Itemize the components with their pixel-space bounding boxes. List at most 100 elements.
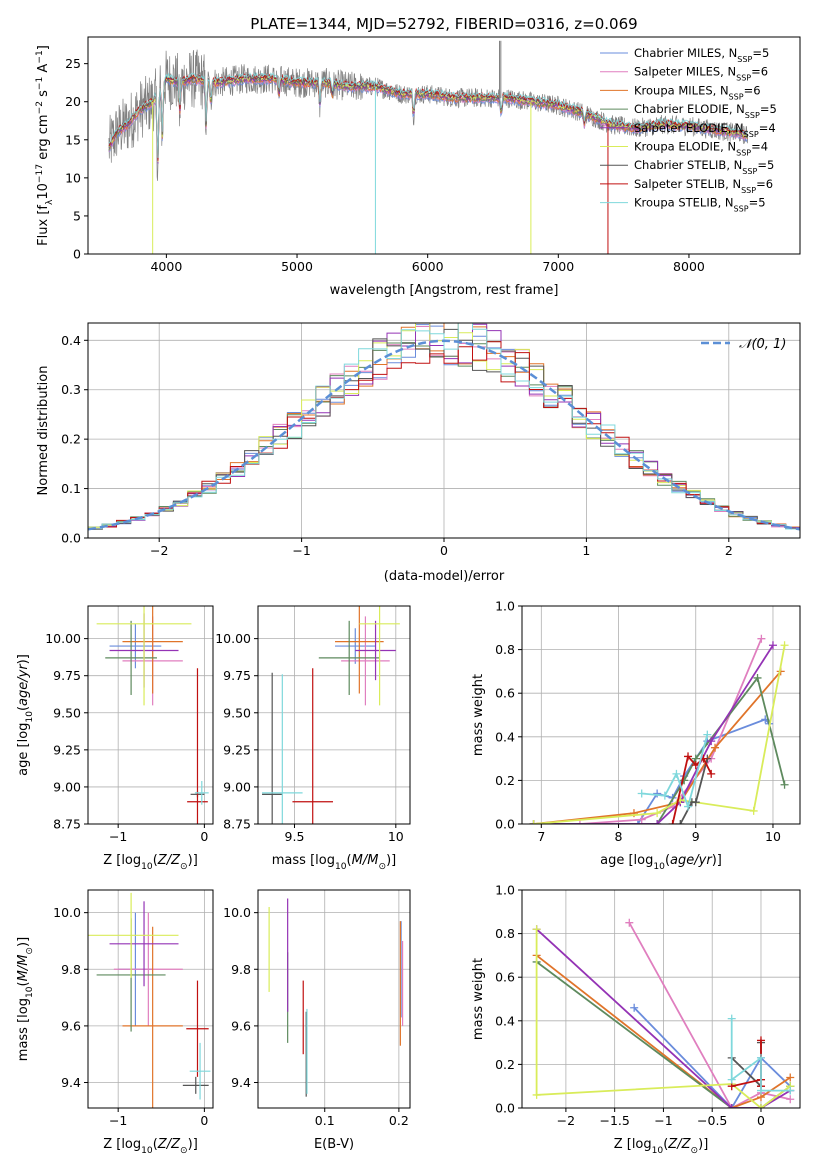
y-tick-label: 8.75	[223, 817, 251, 832]
x-axis-label: age [log10(age/yr)]	[600, 853, 722, 872]
series-marker	[653, 789, 662, 798]
x-tick-label: 0	[757, 1113, 765, 1128]
label-part: (	[153, 1137, 158, 1152]
legend-entry: Salpeter STELIB, NSSP=6	[634, 177, 773, 195]
panel-mass-vs-ebv: 0.1 0.2 9.4 9.6 9.8 10.0 E(B-V)	[223, 889, 411, 1152]
series-marker	[633, 820, 642, 824]
plot-area	[529, 634, 789, 824]
label-part: =6	[756, 177, 773, 191]
label-part: =6	[751, 65, 768, 79]
series-marker	[668, 820, 677, 824]
gaussian-curve	[88, 339, 800, 531]
y-tick-label: 9.50	[53, 705, 81, 720]
series-marker	[703, 730, 712, 739]
y-tick-label: 9.4	[231, 1075, 251, 1090]
series-marker	[786, 1086, 795, 1095]
legend-entry: Chabrier STELIB, NSSP=5	[634, 158, 774, 176]
series-marker	[727, 1104, 736, 1108]
legend-entry: Kroupa STELIB, NSSP=5	[634, 196, 766, 214]
x-tick-label: 0	[200, 1113, 208, 1128]
y-axis-label: mass [log10(M/M⊙)]	[16, 937, 35, 1061]
y-tick-label: 15	[65, 132, 81, 147]
series-marker	[653, 809, 662, 818]
label-part: Z/Z	[157, 853, 181, 868]
series-marker	[780, 641, 789, 650]
label-part: (	[665, 853, 670, 868]
plot-area	[262, 606, 400, 824]
series-marker	[532, 925, 541, 934]
label-part: 10	[36, 183, 51, 200]
x-axis-label: wavelength [Angstrom, rest frame]	[330, 283, 559, 298]
axes-frame	[521, 605, 801, 825]
series-marker	[637, 815, 646, 824]
panel-spectrum: 4000 5000 6000 7000 8000 0 5 10 15 20 25 wavelength…	[35, 36, 801, 298]
x-tick-label: 7000	[542, 259, 574, 274]
series-marker	[757, 634, 766, 643]
y-tick-label: 9.6	[231, 1018, 251, 1033]
label-part: SSP	[745, 111, 760, 120]
y-tick-label: 9.8	[231, 962, 251, 977]
x-tick-label: −2	[557, 1113, 575, 1128]
y-tick-label: 0.4	[61, 333, 81, 348]
y-tick-label: 0.2	[495, 1057, 515, 1072]
series-marker	[727, 1075, 736, 1084]
label-part: erg cm	[36, 114, 51, 163]
series-line-salpeter-miles	[628, 922, 791, 1108]
y-tick-label: 10.00	[215, 631, 251, 646]
label-part: Kroupa ELODIE, N	[634, 140, 736, 154]
y-tick-label: 9.00	[223, 779, 251, 794]
y-tick-label: 9.8	[61, 962, 81, 977]
y-tick-label: 1.0	[495, 883, 515, 898]
legend-entry: Kroupa MILES, NSSP=6	[634, 83, 761, 101]
series-marker	[786, 1073, 795, 1082]
y-tick-label: 10.0	[53, 905, 81, 920]
label-part: ⊙	[180, 862, 188, 872]
label-part: ⊙	[378, 862, 386, 872]
label-part: (	[16, 706, 31, 711]
x-tick-label: 6000	[412, 259, 444, 274]
label-part: (	[347, 853, 352, 868]
x-axis-label: Z [log10(Z/Z⊙)]	[614, 1137, 709, 1156]
series-marker	[684, 752, 693, 761]
x-tick-label: 7	[537, 829, 545, 844]
label-part: (	[153, 853, 158, 868]
label-part: 10	[25, 711, 35, 723]
y-tick-label: 0.8	[495, 926, 515, 941]
y-tick-label: 9.75	[53, 668, 81, 683]
label-part: Salpeter STELIB, N	[634, 177, 741, 191]
legend-entry: Salpeter MILES, NSSP=6	[634, 65, 768, 83]
label-part: E(B-V)	[314, 1137, 354, 1152]
panel-residual-hist: −2 −1 0 1 2 0.0 0.1 0.2 0.3 0.4 (data-model)/error…	[36, 322, 801, 584]
panels: 4000 5000 6000 7000 80000510152025wavelength…	[16, 36, 801, 1156]
y-tick-label: 9.4	[61, 1075, 81, 1090]
series-marker	[660, 791, 669, 800]
x-axis-label: (data-model)/error	[384, 569, 505, 584]
label-part: Z [log	[614, 1137, 652, 1152]
y-tick-label: 9.00	[53, 779, 81, 794]
label-part: Kroupa MILES, N	[634, 83, 729, 97]
y-tick-label: 0.1	[61, 481, 81, 496]
label-part: SSP	[744, 129, 759, 138]
x-tick-label: 2	[725, 543, 733, 558]
series-marker	[684, 802, 693, 811]
label-part: 10	[653, 862, 665, 872]
label-part: )]	[188, 853, 198, 868]
y-tick-label: 0.3	[61, 382, 81, 397]
series-marker	[786, 1095, 795, 1104]
series-marker	[753, 673, 762, 682]
series-marker	[727, 1014, 736, 1023]
x-tick-label: 0	[200, 829, 208, 844]
y-axis-label: age [log10(age/yr)]	[16, 654, 35, 776]
series-marker	[768, 641, 777, 650]
axes-frame	[87, 889, 214, 1109]
plot-area	[268, 898, 404, 1097]
label-part: age/yr	[670, 853, 713, 868]
label-part: =6	[744, 83, 761, 97]
y-tick-label: 0.2	[61, 432, 81, 447]
label-part: Chabrier MILES, N	[634, 46, 737, 60]
label-part: 10	[141, 1146, 153, 1156]
y-tick-label: 9.25	[223, 742, 251, 757]
label-part: SSP	[736, 73, 751, 82]
x-tick-label: 0.2	[389, 1113, 409, 1128]
